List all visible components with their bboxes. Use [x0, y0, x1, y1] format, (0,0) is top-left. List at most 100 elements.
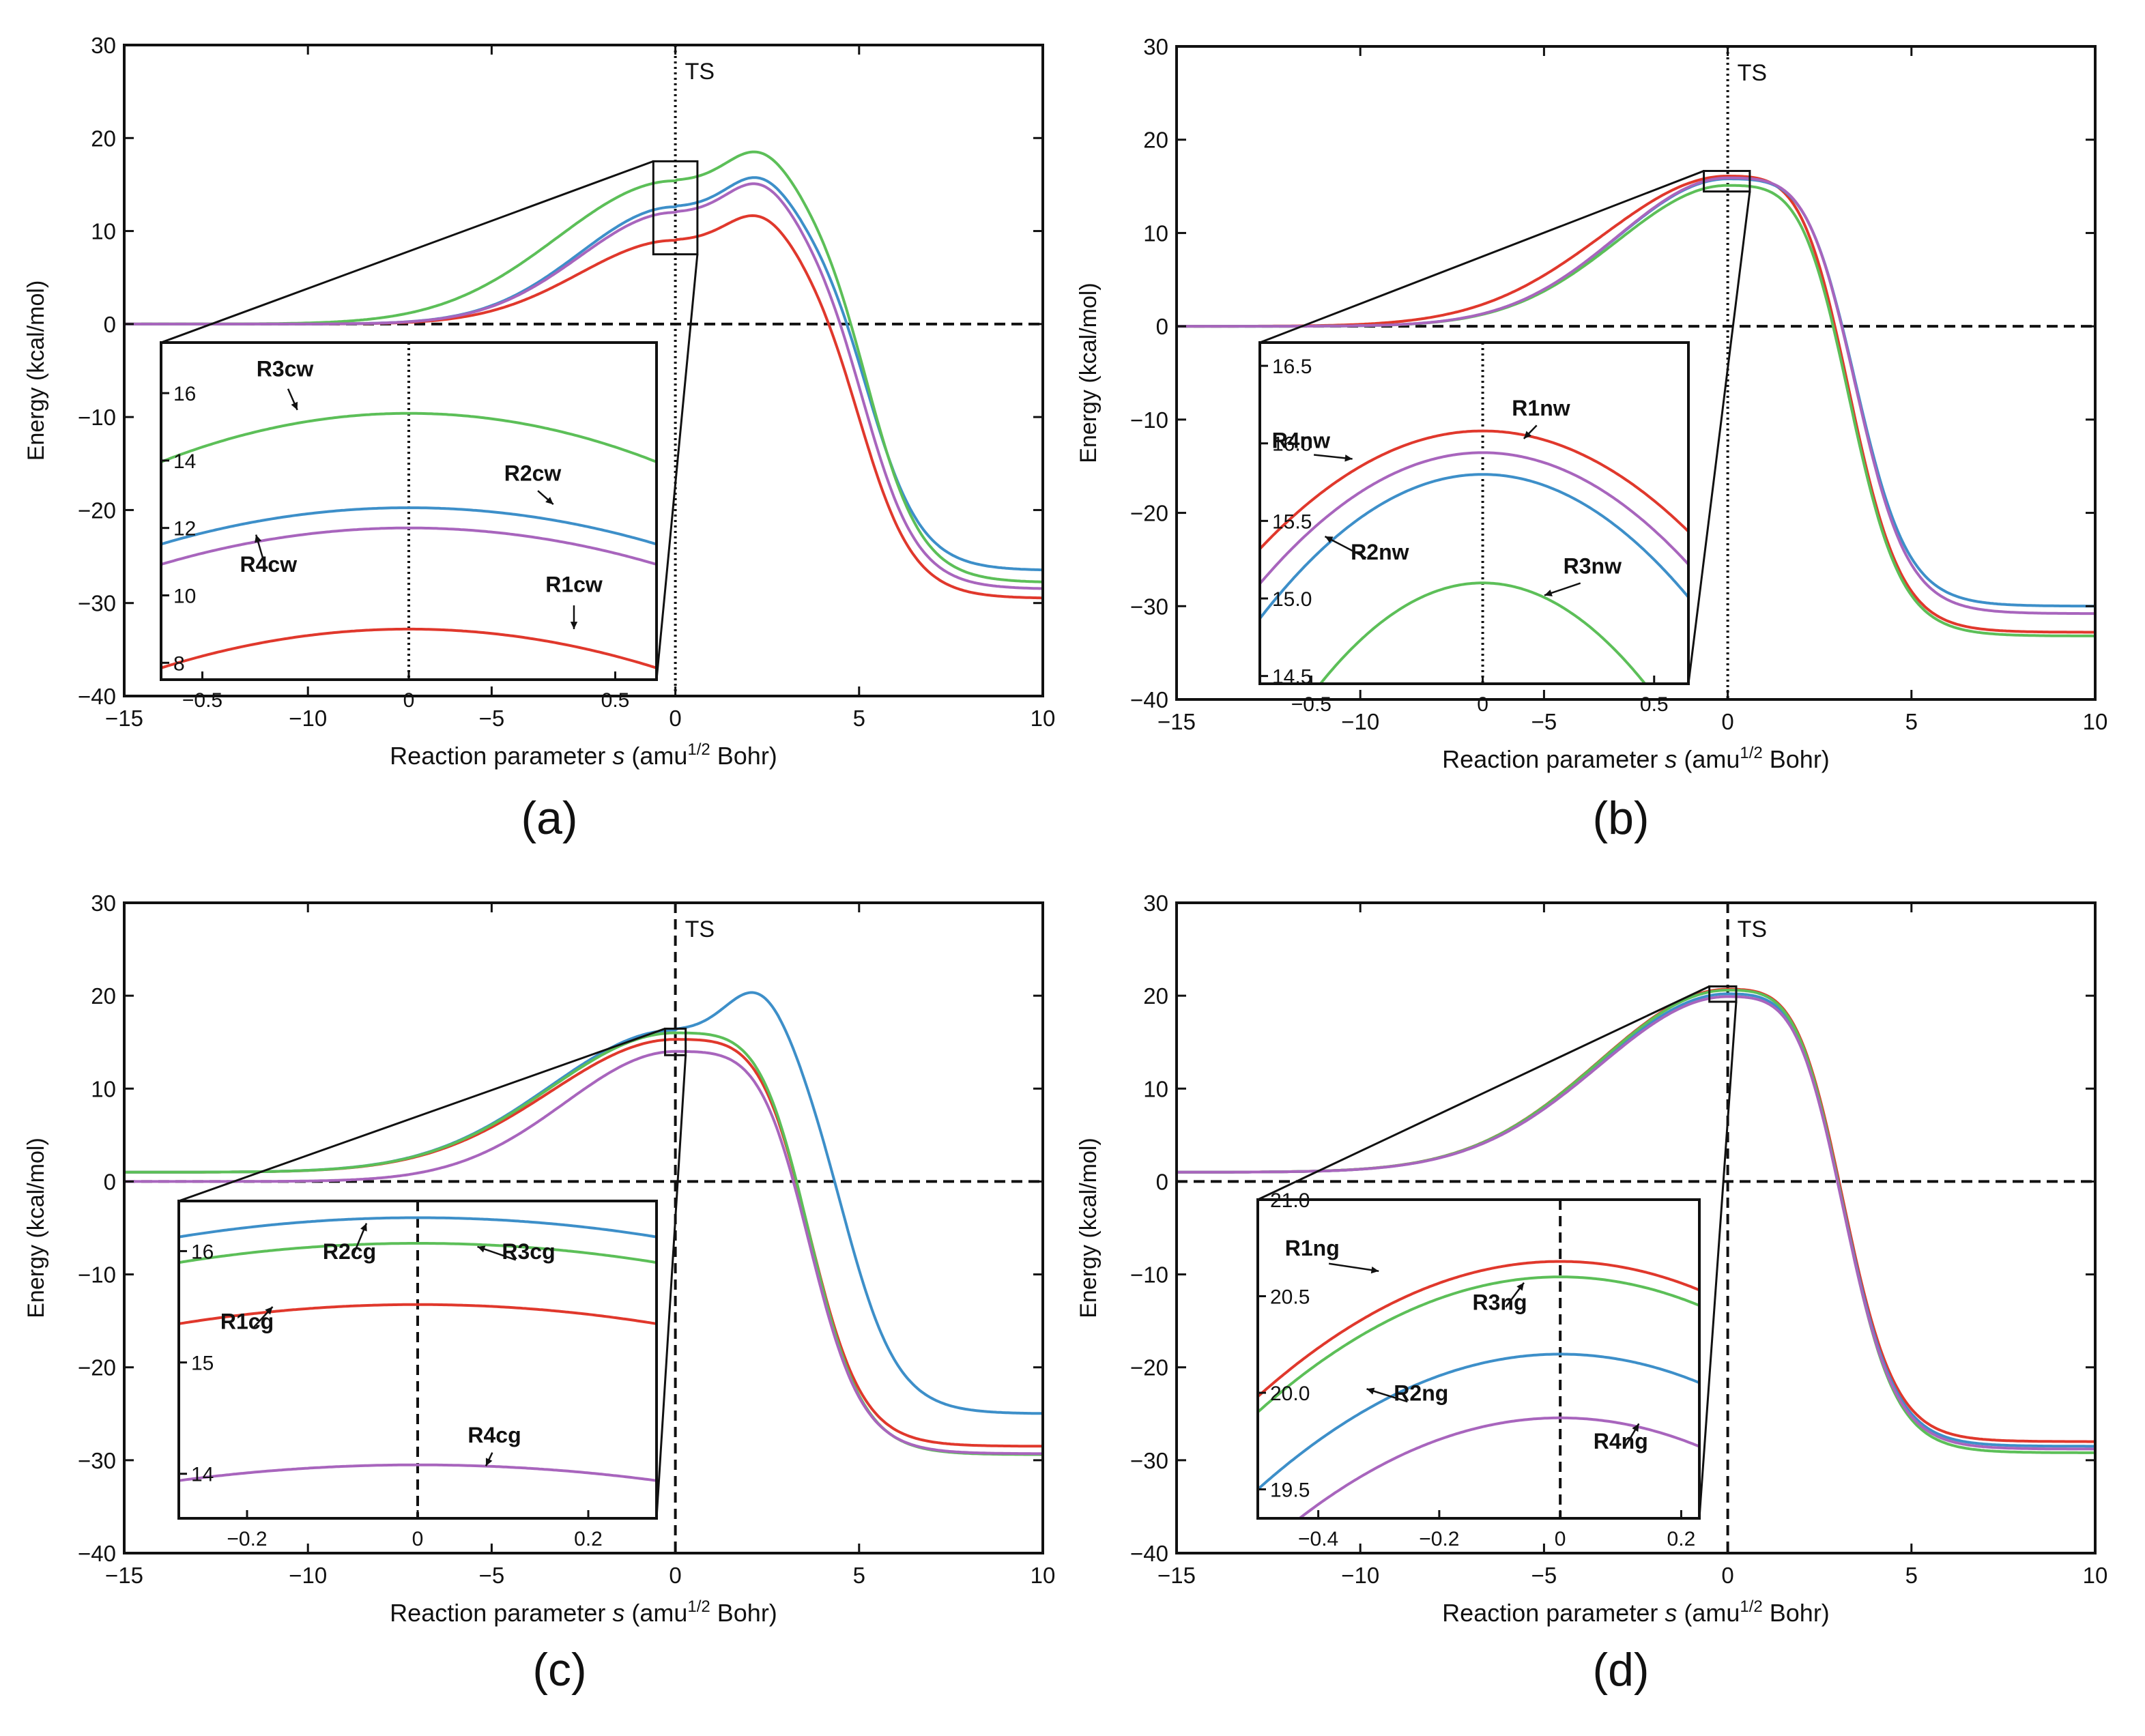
- inset-annotation-arrowhead: [1516, 1282, 1524, 1291]
- inset-y-tick-label: 16.5: [1272, 356, 1312, 378]
- inset-y-tick-label: 21.0: [1270, 1189, 1310, 1212]
- y-tick-label: −20: [1130, 501, 1168, 526]
- inset-annotation-arrowhead: [1523, 431, 1532, 439]
- inset-y-tick-label: 16.0: [1272, 433, 1312, 456]
- x-axis-label: Reaction parameter s (amu1/2 Bohr): [390, 1597, 777, 1627]
- ts-label: TS: [685, 916, 715, 942]
- inset-y-tick-label: 14: [191, 1464, 214, 1486]
- y-tick-label: −10: [1130, 407, 1168, 433]
- zoom-connector: [160, 160, 654, 344]
- x-tick-label: −5: [1531, 1563, 1557, 1588]
- x-tick-label: −15: [1157, 709, 1196, 734]
- y-tick-label: 20: [1143, 128, 1168, 153]
- x-tick-label: 5: [853, 706, 865, 731]
- x-tick-label: 10: [2083, 709, 2108, 734]
- y-tick-label: 30: [1143, 34, 1168, 59]
- inset-annotation-arrowhead: [1370, 1266, 1379, 1274]
- y-axis-label: Energy (kcal/mol): [23, 1138, 49, 1318]
- x-tick-label: 10: [2083, 1563, 2108, 1588]
- inset-x-tick-label: −0.2: [227, 1528, 267, 1550]
- x-tick-label: −5: [479, 706, 505, 731]
- x-tick-label: 0: [1721, 709, 1733, 734]
- inset-x-tick-label: −0.4: [1298, 1528, 1338, 1550]
- y-tick-label: −10: [78, 405, 116, 430]
- inset-x-tick-label: −0.2: [1419, 1528, 1459, 1550]
- inset: −0.4 −0.2 0 0.2 19.5 20.0 20.5 21.0 R1ng R3ng R2ng…: [1256, 1189, 1701, 1550]
- inset-series-line-R3ng: [1258, 1275, 1699, 1413]
- y-tick-label: 30: [1143, 891, 1168, 916]
- y-tick-label: −40: [1130, 1541, 1168, 1566]
- inset-y-tick-label: 20.5: [1270, 1286, 1310, 1309]
- y-tick-label: −40: [78, 1541, 116, 1566]
- inset-annotation-label: R4cw: [240, 552, 298, 577]
- y-tick-label: 0: [1156, 1169, 1168, 1194]
- inset-background: [1258, 1200, 1699, 1518]
- inset-series-line-R3nw: [1319, 581, 1647, 684]
- x-tick-label: −10: [1341, 1563, 1379, 1588]
- x-tick-label: 0: [669, 1563, 681, 1588]
- x-tick-label: −10: [289, 1563, 327, 1588]
- series-line-R4ng: [1177, 995, 2095, 1451]
- x-tick-label: 5: [853, 1563, 865, 1588]
- y-tick-label: −30: [78, 1448, 116, 1473]
- y-tick-label: 10: [91, 1076, 116, 1101]
- inset-y-tick-label: 15.0: [1272, 588, 1312, 611]
- ts-label: TS: [1738, 916, 1767, 942]
- inset-annotation-label: R2ng: [1394, 1380, 1448, 1405]
- inset-series-line-R2cw: [161, 506, 657, 546]
- zoom-connector: [655, 1055, 687, 1519]
- inset-annotation-label: R1nw: [1512, 396, 1570, 420]
- y-axis-label: Energy (kcal/mol): [1076, 283, 1102, 463]
- panel-b: TS −15 −10 −5 0 5 10 −40 −30 −20 −10 0 10 20 30 Reactio…: [1076, 34, 2107, 844]
- y-tick-label: −10: [1130, 1262, 1168, 1288]
- inset-x-tick-label: 0: [1555, 1528, 1566, 1550]
- x-tick-label: 10: [1031, 1563, 1056, 1588]
- inset-annotation-arrowhead: [1632, 1423, 1639, 1432]
- zoom-connector: [1257, 985, 1710, 1201]
- x-tick-label: −10: [289, 706, 327, 731]
- y-tick-label: −40: [78, 684, 116, 709]
- inset-annotation-label: R1cw: [545, 573, 603, 597]
- y-tick-label: 0: [104, 312, 116, 337]
- inset-series-line-R4cw: [161, 526, 657, 566]
- inset-y-tick-label: 15.5: [1272, 510, 1312, 533]
- inset-annotation-label: R4cg: [467, 1423, 521, 1447]
- x-tick-label: 5: [1905, 709, 1918, 734]
- inset-frame: [1256, 1198, 1701, 1520]
- inset-annotation-label: R1cg: [220, 1310, 274, 1334]
- series-line-R4cw: [124, 182, 1043, 590]
- inset-annotation-label: R1ng: [1285, 1236, 1340, 1260]
- inset-series-line-R1nw: [1260, 429, 1688, 550]
- plot-frame: [1175, 901, 2097, 1554]
- x-axis-label: Reaction parameter s (amu1/2 Bohr): [1442, 744, 1830, 773]
- inset-annotation-arrowhead: [265, 1307, 273, 1315]
- x-tick-label: 5: [1905, 1563, 1918, 1588]
- panel-label: (a): [521, 792, 577, 844]
- x-tick-label: −10: [1341, 709, 1379, 734]
- zoom-connector: [655, 254, 699, 680]
- inset-x-tick-label: 0.5: [601, 689, 630, 712]
- inset-x-tick-label: 0.5: [1640, 693, 1669, 716]
- inset-series-line-R4ng: [1297, 1416, 1699, 1518]
- x-tick-label: −5: [479, 1563, 505, 1588]
- y-tick-label: 10: [91, 219, 116, 244]
- inset-annotation-arrow: [1324, 535, 1367, 559]
- plot-frame: [123, 44, 1044, 697]
- inset-annotation-arrowhead: [360, 1223, 367, 1232]
- ts-label: TS: [1738, 60, 1767, 86]
- y-tick-label: 10: [1143, 220, 1168, 246]
- inset-annotation-label: R4nw: [1272, 429, 1330, 453]
- y-tick-label: −20: [78, 1355, 116, 1380]
- inset-x-tick-label: 0: [412, 1528, 424, 1550]
- y-tick-label: 20: [91, 126, 116, 151]
- inset-series-line-R1cg: [179, 1303, 657, 1325]
- y-tick-label: 0: [104, 1169, 116, 1194]
- inset-annotation-arrowhead: [485, 1458, 493, 1466]
- panel-c: TS −15 −10 −5 0 5 10 −40 −30 −20 −10 0 10 20 30 Reactio…: [23, 891, 1055, 1696]
- inset-annotation-label: R3nw: [1564, 554, 1622, 579]
- inset-annotation-arrowhead: [1344, 454, 1353, 462]
- y-tick-label: 10: [1143, 1076, 1168, 1101]
- zoom-box: [1708, 985, 1738, 1003]
- panel-d: TS −15 −10 −5 0 5 10 −40 −30 −20 −10 0 10 20 30 Reactio…: [1076, 891, 2107, 1696]
